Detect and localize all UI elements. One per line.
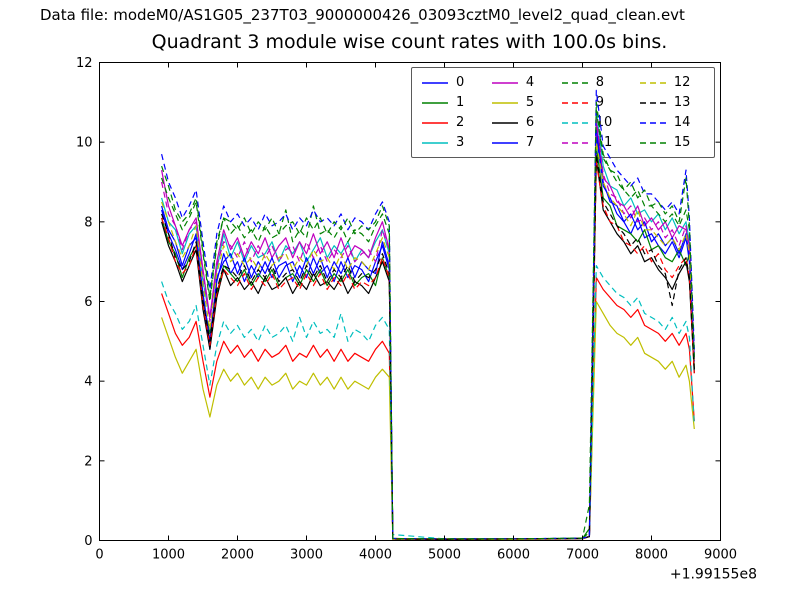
legend-label: 5 [525, 95, 535, 110]
legend-entry-13: 13 [639, 93, 704, 112]
x-tick-label: 8000 [635, 548, 668, 563]
legend-line-sample [639, 101, 666, 104]
legend-label: 11 [595, 135, 613, 150]
legend: 0 1 2 3 4 5 6 7 8 9 10 11 12 13 14 15 [411, 67, 715, 158]
series-line-8 [161, 109, 695, 540]
legend-line-sample [491, 141, 518, 144]
legend-line-sample [491, 81, 518, 84]
legend-entry-15: 15 [639, 133, 704, 152]
series-line-13 [161, 153, 695, 540]
legend-line-sample [422, 121, 448, 124]
legend-entry-10: 10 [561, 113, 626, 132]
legend-label: 2 [456, 115, 465, 130]
legend-entry-3: 3 [422, 133, 478, 152]
legend-entry-12: 12 [639, 73, 704, 92]
legend-label: 9 [595, 95, 604, 110]
y-tick-label: 4 [84, 375, 92, 390]
series-line-11 [161, 117, 695, 540]
legend-entry-11: 11 [561, 133, 626, 152]
legend-line-sample [422, 101, 448, 104]
series-line-0 [161, 133, 695, 540]
legend-label: 10 [595, 115, 613, 130]
legend-label: 12 [673, 75, 691, 90]
x-tick-label: 7000 [566, 548, 599, 563]
legend-entry-4: 4 [491, 73, 548, 92]
series-line-12 [161, 141, 695, 540]
legend-line-sample [422, 81, 448, 84]
y-tick-label: 2 [84, 454, 92, 469]
series-line-5 [161, 300, 695, 540]
series-line-10 [161, 265, 695, 540]
x-tick-label: 3000 [290, 548, 323, 563]
series-line-9 [161, 161, 695, 540]
legend-entry-9: 9 [561, 93, 626, 112]
legend-line-sample [561, 141, 588, 144]
legend-line-sample [639, 141, 666, 144]
x-tick-label: 4000 [359, 548, 392, 563]
y-tick-label: 0 [84, 534, 92, 549]
series-line-7 [161, 129, 695, 540]
y-tick-label: 10 [76, 136, 93, 151]
series-line-3 [161, 109, 695, 540]
legend-label: 15 [673, 135, 691, 150]
x-tick-label: 6000 [497, 548, 530, 563]
legend-line-sample [561, 121, 588, 124]
legend-entry-5: 5 [491, 93, 548, 112]
x-tick-label: 2000 [221, 548, 254, 563]
legend-label: 6 [525, 115, 535, 130]
legend-entry-2: 2 [422, 113, 478, 132]
series-line-2 [161, 277, 695, 540]
legend-entry-8: 8 [561, 73, 626, 92]
series-line-6 [161, 157, 695, 540]
series-line-1 [161, 145, 695, 540]
legend-line-sample [422, 141, 448, 144]
legend-line-sample [561, 81, 588, 84]
legend-label: 7 [525, 135, 535, 150]
legend-label: 13 [673, 95, 691, 110]
data-file-label: Data file: modeM0/AS1G05_237T03_90000004… [40, 6, 685, 24]
x-tick-label: 0 [95, 548, 103, 563]
legend-entry-7: 7 [491, 133, 548, 152]
legend-entry-14: 14 [639, 113, 704, 132]
legend-entry-6: 6 [491, 113, 548, 132]
legend-label: 3 [456, 135, 465, 150]
legend-line-sample [491, 121, 518, 124]
x-tick-label: 9000 [704, 548, 737, 563]
y-tick-label: 12 [76, 56, 93, 71]
legend-line-sample [561, 101, 588, 104]
legend-label: 1 [456, 95, 465, 110]
series-line-15 [161, 101, 695, 540]
legend-label: 0 [456, 75, 465, 90]
legend-entry-1: 1 [422, 93, 478, 112]
legend-label: 4 [525, 75, 535, 90]
legend-label: 8 [595, 75, 604, 90]
x-tick-label: 1000 [152, 548, 185, 563]
legend-entry-0: 0 [422, 73, 478, 92]
legend-label: 14 [673, 115, 691, 130]
y-tick-label: 6 [84, 295, 92, 310]
legend-line-sample [639, 121, 666, 124]
series-line-4 [161, 121, 695, 540]
x-tick-label: 5000 [428, 548, 461, 563]
legend-line-sample [491, 101, 518, 104]
chart-title: Quadrant 3 module wise count rates with … [151, 31, 668, 53]
y-tick-label: 8 [84, 215, 92, 230]
legend-line-sample [639, 81, 666, 84]
x-axis-offset-label: +1.99155e8 [670, 567, 757, 583]
